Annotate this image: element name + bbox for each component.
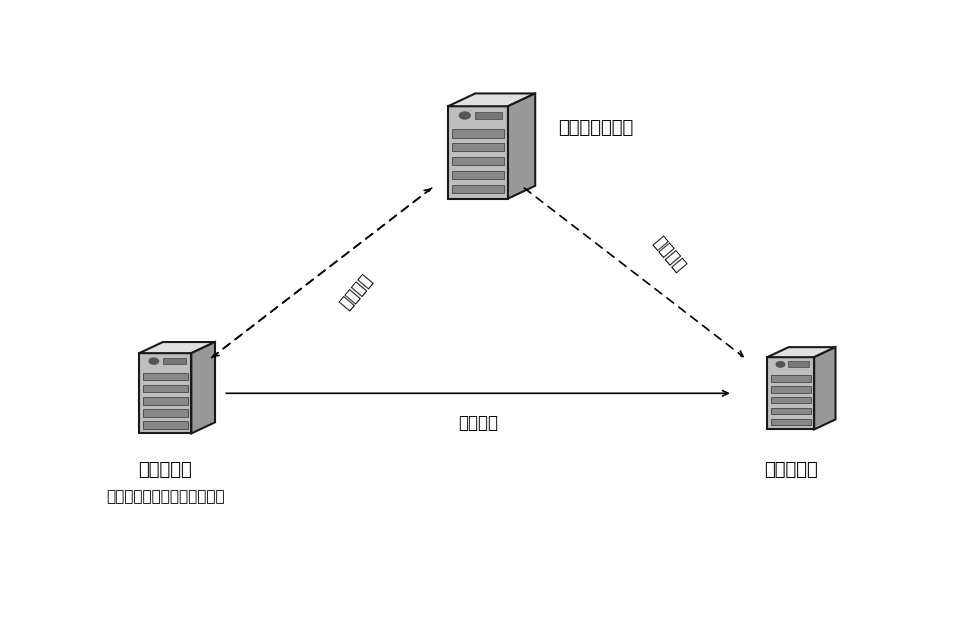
- Bar: [789, 361, 810, 367]
- Bar: [771, 419, 811, 425]
- Bar: [475, 111, 502, 119]
- Circle shape: [460, 112, 470, 119]
- Polygon shape: [815, 347, 836, 429]
- Polygon shape: [508, 93, 535, 198]
- Bar: [771, 375, 811, 382]
- Bar: [142, 421, 187, 429]
- Bar: [163, 358, 186, 364]
- Text: 管理数据: 管理数据: [649, 233, 689, 275]
- Bar: [452, 157, 504, 165]
- Text: 备份代理端: 备份代理端: [139, 461, 192, 480]
- Bar: [452, 130, 504, 138]
- Text: （部署在备份对象服务器上）: （部署在备份对象服务器上）: [106, 489, 225, 504]
- Circle shape: [149, 358, 159, 364]
- Polygon shape: [191, 342, 215, 433]
- Polygon shape: [140, 353, 191, 433]
- Polygon shape: [448, 106, 508, 198]
- Polygon shape: [140, 342, 215, 353]
- Text: 备份管理服务器: 备份管理服务器: [558, 119, 634, 136]
- Bar: [452, 171, 504, 179]
- Bar: [142, 398, 187, 404]
- Bar: [142, 409, 187, 416]
- Circle shape: [776, 362, 785, 367]
- Text: 存储服务器: 存储服务器: [764, 461, 817, 480]
- Bar: [452, 143, 504, 151]
- Bar: [771, 408, 811, 414]
- Text: 控制指令: 控制指令: [337, 271, 376, 313]
- Bar: [142, 385, 187, 393]
- Bar: [452, 185, 504, 193]
- Text: 备份数据: 备份数据: [458, 414, 498, 432]
- Polygon shape: [768, 357, 815, 429]
- Polygon shape: [448, 93, 535, 106]
- Bar: [771, 386, 811, 393]
- Bar: [771, 397, 811, 403]
- Bar: [142, 373, 187, 381]
- Polygon shape: [768, 347, 836, 357]
